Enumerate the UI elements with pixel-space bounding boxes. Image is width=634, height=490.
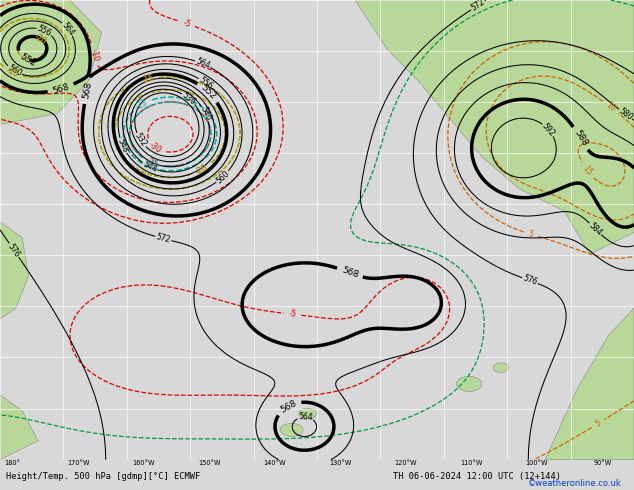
Ellipse shape bbox=[493, 363, 508, 372]
Text: 592: 592 bbox=[540, 121, 557, 138]
Text: 90°W: 90°W bbox=[593, 460, 611, 466]
Text: 572: 572 bbox=[155, 232, 171, 245]
Text: 120°W: 120°W bbox=[394, 460, 417, 466]
Ellipse shape bbox=[299, 408, 316, 419]
Text: 160°W: 160°W bbox=[133, 460, 155, 466]
Text: 5: 5 bbox=[593, 418, 602, 429]
Text: 15: 15 bbox=[581, 164, 594, 177]
Text: 564: 564 bbox=[194, 57, 211, 71]
Polygon shape bbox=[0, 221, 29, 319]
Text: -25: -25 bbox=[145, 156, 160, 170]
Text: 180°: 180° bbox=[4, 460, 21, 466]
Text: -15: -15 bbox=[141, 74, 155, 85]
Text: -23: -23 bbox=[134, 98, 150, 111]
Text: 100°W: 100°W bbox=[526, 460, 548, 466]
Text: 140°W: 140°W bbox=[264, 460, 286, 466]
Text: 552: 552 bbox=[18, 51, 37, 68]
Text: 556: 556 bbox=[36, 24, 53, 38]
Ellipse shape bbox=[456, 376, 482, 392]
Text: 568: 568 bbox=[51, 82, 70, 96]
Text: 568: 568 bbox=[81, 81, 93, 100]
Text: 130°W: 130°W bbox=[329, 460, 351, 466]
Text: 540: 540 bbox=[198, 105, 212, 122]
Text: 532: 532 bbox=[133, 132, 148, 149]
Text: 588: 588 bbox=[573, 129, 589, 148]
Text: 560: 560 bbox=[214, 169, 231, 185]
Text: -20: -20 bbox=[32, 32, 48, 47]
Text: -20: -20 bbox=[194, 163, 209, 176]
Text: -10: -10 bbox=[88, 48, 100, 62]
Text: 110°W: 110°W bbox=[460, 460, 482, 466]
Text: 564: 564 bbox=[60, 21, 76, 37]
Text: -5: -5 bbox=[288, 309, 297, 319]
Text: 564: 564 bbox=[298, 412, 313, 422]
Text: 572: 572 bbox=[469, 0, 486, 13]
Text: ©weatheronline.co.uk: ©weatheronline.co.uk bbox=[527, 480, 621, 489]
Text: -30: -30 bbox=[147, 140, 163, 155]
Text: -25: -25 bbox=[145, 156, 160, 170]
Text: -15: -15 bbox=[141, 74, 155, 85]
Text: 10: 10 bbox=[604, 100, 618, 114]
Text: 568: 568 bbox=[279, 398, 298, 415]
Text: 552: 552 bbox=[198, 83, 217, 101]
Text: -20: -20 bbox=[32, 32, 48, 47]
Text: 548: 548 bbox=[115, 137, 130, 154]
Text: 556: 556 bbox=[197, 75, 214, 91]
Text: 576: 576 bbox=[6, 242, 22, 259]
Text: 584: 584 bbox=[587, 220, 604, 237]
Polygon shape bbox=[0, 0, 101, 124]
Text: -15: -15 bbox=[5, 66, 20, 79]
Ellipse shape bbox=[280, 423, 303, 437]
Text: 580: 580 bbox=[617, 106, 634, 122]
Text: 576: 576 bbox=[522, 274, 538, 288]
Text: 568: 568 bbox=[340, 266, 359, 280]
Polygon shape bbox=[545, 308, 634, 460]
Text: 5: 5 bbox=[527, 229, 534, 239]
Text: 544: 544 bbox=[141, 160, 158, 174]
Text: Height/Temp. 500 hPa [gdmp][°C] ECMWF: Height/Temp. 500 hPa [gdmp][°C] ECMWF bbox=[6, 472, 200, 481]
Text: 536: 536 bbox=[180, 91, 197, 107]
Polygon shape bbox=[0, 395, 38, 460]
Text: 560: 560 bbox=[6, 63, 23, 78]
Polygon shape bbox=[355, 0, 634, 254]
Text: 150°W: 150°W bbox=[198, 460, 221, 466]
Text: -20: -20 bbox=[194, 163, 209, 176]
Text: TH 06-06-2024 12:00 UTC (12+144): TH 06-06-2024 12:00 UTC (12+144) bbox=[393, 472, 561, 481]
Text: -5: -5 bbox=[181, 18, 191, 29]
Text: 170°W: 170°W bbox=[67, 460, 89, 466]
Text: -15: -15 bbox=[5, 66, 20, 79]
